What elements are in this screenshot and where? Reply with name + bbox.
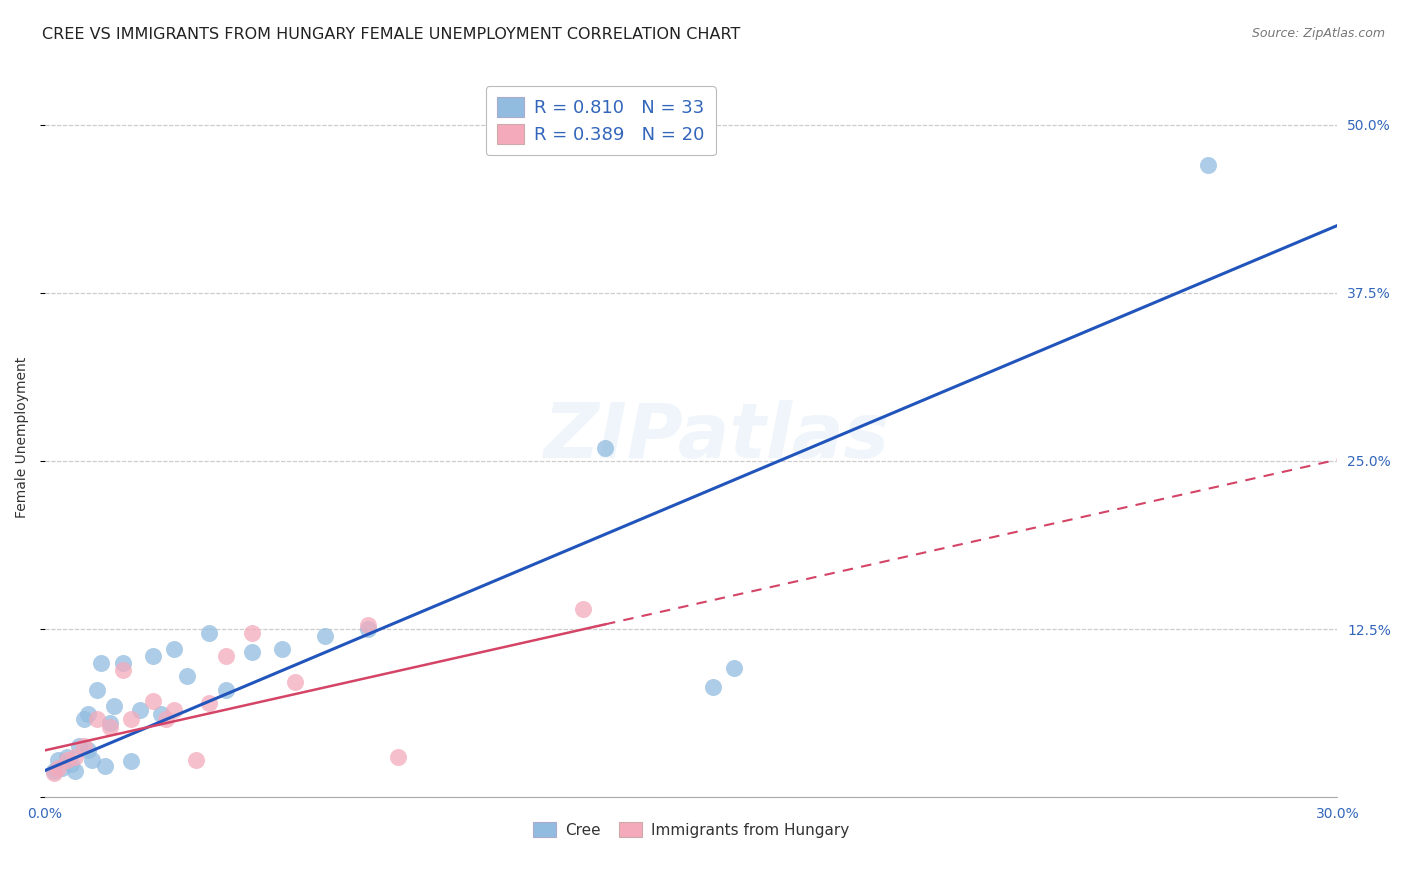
Point	[90, 656, 112, 670]
Point	[155, 712, 177, 726]
Point	[197, 696, 219, 710]
Point	[215, 649, 238, 664]
Point	[111, 663, 134, 677]
Point	[42, 764, 65, 778]
Point	[357, 618, 380, 632]
Y-axis label: Female Unemployment: Female Unemployment	[15, 357, 30, 518]
Point	[197, 626, 219, 640]
Point	[271, 642, 294, 657]
Point	[77, 743, 100, 757]
Point	[142, 693, 165, 707]
Point	[63, 750, 86, 764]
Point	[67, 739, 90, 754]
Point	[46, 753, 69, 767]
Point	[1197, 158, 1219, 172]
Point	[82, 753, 104, 767]
Point	[184, 753, 207, 767]
Text: ZIPatlas: ZIPatlas	[544, 401, 890, 475]
Point	[150, 706, 173, 721]
Point	[163, 642, 186, 657]
Point	[387, 750, 409, 764]
Point	[86, 712, 108, 726]
Point	[94, 759, 117, 773]
Point	[572, 602, 595, 616]
Point	[163, 703, 186, 717]
Point	[63, 764, 86, 778]
Text: CREE VS IMMIGRANTS FROM HUNGARY FEMALE UNEMPLOYMENT CORRELATION CHART: CREE VS IMMIGRANTS FROM HUNGARY FEMALE U…	[42, 27, 741, 42]
Point	[98, 716, 121, 731]
Point	[120, 754, 142, 768]
Point	[103, 698, 125, 713]
Point	[142, 649, 165, 664]
Point	[86, 682, 108, 697]
Text: Source: ZipAtlas.com: Source: ZipAtlas.com	[1251, 27, 1385, 40]
Point	[120, 712, 142, 726]
Point	[111, 656, 134, 670]
Point	[240, 645, 263, 659]
Point	[42, 766, 65, 780]
Legend: Cree, Immigrants from Hungary: Cree, Immigrants from Hungary	[527, 815, 855, 844]
Point	[73, 739, 96, 754]
Point	[77, 706, 100, 721]
Point	[723, 661, 745, 675]
Point	[215, 682, 238, 697]
Point	[284, 674, 307, 689]
Point	[46, 761, 69, 775]
Point	[59, 756, 82, 771]
Point	[73, 712, 96, 726]
Point	[593, 441, 616, 455]
Point	[55, 753, 77, 767]
Point	[98, 721, 121, 735]
Point	[314, 629, 336, 643]
Point	[51, 761, 73, 775]
Point	[176, 669, 198, 683]
Point	[128, 703, 150, 717]
Point	[357, 622, 380, 636]
Point	[702, 680, 724, 694]
Point	[55, 750, 77, 764]
Point	[240, 626, 263, 640]
